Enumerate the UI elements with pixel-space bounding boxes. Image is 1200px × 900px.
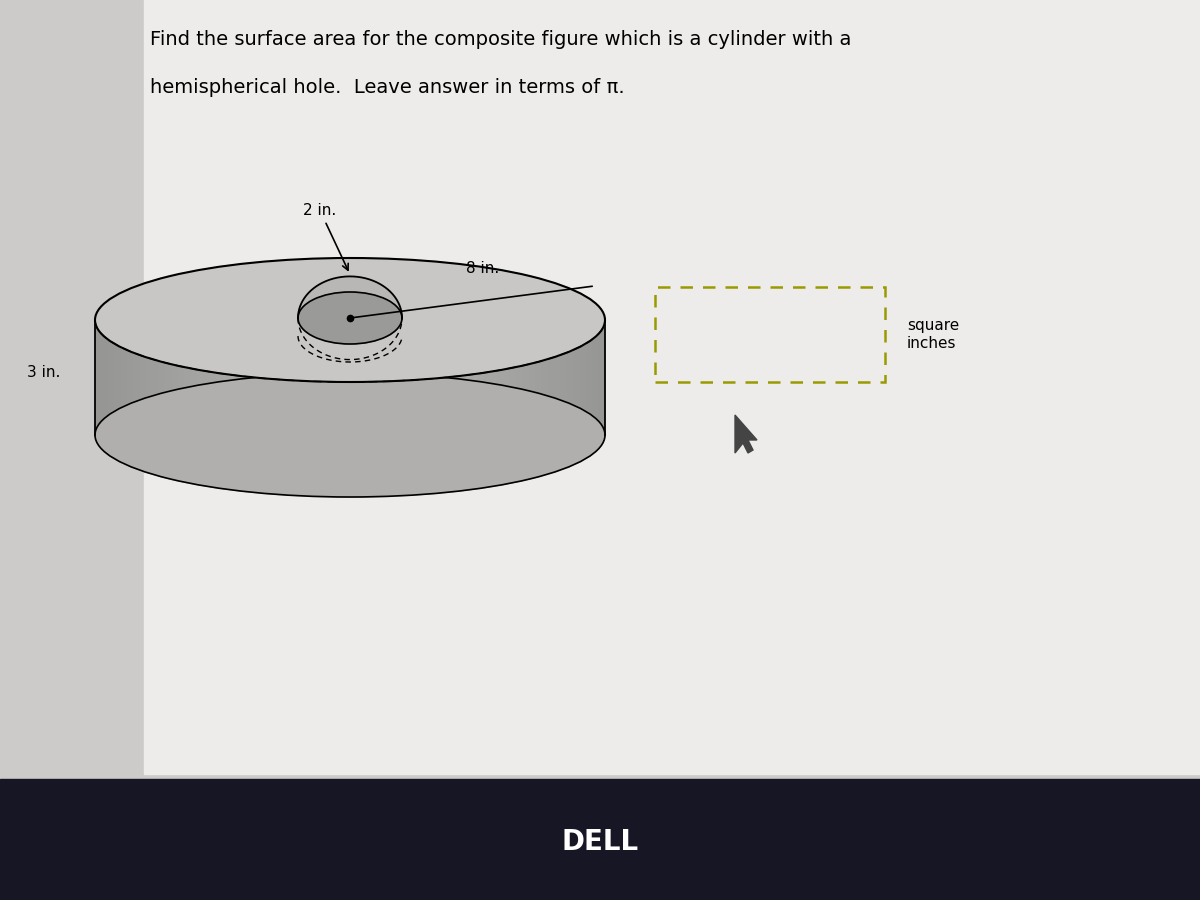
- Polygon shape: [133, 320, 139, 435]
- Polygon shape: [554, 320, 560, 435]
- Polygon shape: [108, 320, 114, 435]
- Text: 8 in.: 8 in.: [466, 261, 499, 275]
- Text: DELL: DELL: [562, 828, 638, 856]
- Polygon shape: [382, 320, 389, 435]
- Polygon shape: [210, 320, 216, 435]
- Polygon shape: [185, 320, 191, 435]
- Polygon shape: [293, 320, 299, 435]
- Polygon shape: [305, 320, 312, 435]
- Polygon shape: [312, 320, 318, 435]
- Polygon shape: [197, 320, 203, 435]
- Polygon shape: [235, 320, 241, 435]
- Polygon shape: [370, 320, 376, 435]
- Polygon shape: [241, 320, 248, 435]
- Polygon shape: [178, 320, 185, 435]
- Text: 3 in.: 3 in.: [26, 365, 60, 380]
- Polygon shape: [376, 320, 382, 435]
- Ellipse shape: [95, 373, 605, 497]
- Polygon shape: [535, 320, 541, 435]
- Polygon shape: [362, 320, 370, 435]
- Text: hemispherical hole.  Leave answer in terms of π.: hemispherical hole. Leave answer in term…: [150, 78, 625, 97]
- Polygon shape: [274, 320, 280, 435]
- Polygon shape: [491, 320, 497, 435]
- Polygon shape: [95, 320, 101, 435]
- Polygon shape: [101, 320, 108, 435]
- Polygon shape: [248, 320, 254, 435]
- Polygon shape: [268, 320, 274, 435]
- Polygon shape: [541, 320, 547, 435]
- Text: Find the surface area for the composite figure which is a cylinder with a: Find the surface area for the composite …: [150, 30, 851, 49]
- Polygon shape: [522, 320, 528, 435]
- Polygon shape: [566, 320, 574, 435]
- Polygon shape: [222, 320, 229, 435]
- Polygon shape: [458, 320, 464, 435]
- Polygon shape: [139, 320, 146, 435]
- Polygon shape: [580, 320, 586, 435]
- Polygon shape: [114, 320, 120, 435]
- Polygon shape: [172, 320, 178, 435]
- Polygon shape: [439, 320, 445, 435]
- Polygon shape: [287, 320, 293, 435]
- Polygon shape: [229, 320, 235, 435]
- Polygon shape: [260, 320, 268, 435]
- Text: 2 in.: 2 in.: [304, 203, 348, 270]
- Polygon shape: [152, 320, 158, 435]
- Polygon shape: [216, 320, 222, 435]
- Polygon shape: [299, 320, 305, 435]
- Polygon shape: [401, 320, 407, 435]
- Polygon shape: [146, 320, 152, 435]
- Polygon shape: [560, 320, 566, 435]
- Polygon shape: [452, 320, 458, 435]
- Polygon shape: [350, 320, 356, 435]
- Polygon shape: [464, 320, 472, 435]
- Polygon shape: [599, 320, 605, 435]
- Polygon shape: [254, 320, 260, 435]
- Polygon shape: [331, 320, 337, 435]
- Polygon shape: [356, 320, 362, 435]
- Polygon shape: [547, 320, 554, 435]
- Polygon shape: [734, 415, 757, 453]
- Polygon shape: [337, 320, 343, 435]
- Polygon shape: [191, 320, 197, 435]
- Polygon shape: [420, 320, 426, 435]
- Polygon shape: [166, 320, 172, 435]
- Text: square
inches: square inches: [907, 319, 959, 351]
- Polygon shape: [395, 320, 401, 435]
- Polygon shape: [497, 320, 503, 435]
- Polygon shape: [298, 276, 402, 318]
- Polygon shape: [343, 320, 350, 435]
- Polygon shape: [509, 320, 516, 435]
- Polygon shape: [472, 320, 478, 435]
- Polygon shape: [593, 320, 599, 435]
- Polygon shape: [280, 320, 287, 435]
- Polygon shape: [528, 320, 535, 435]
- Polygon shape: [120, 320, 127, 435]
- Ellipse shape: [298, 292, 402, 344]
- Ellipse shape: [95, 258, 605, 382]
- Polygon shape: [158, 320, 166, 435]
- Polygon shape: [433, 320, 439, 435]
- Polygon shape: [503, 320, 509, 435]
- Bar: [655, 287, 886, 382]
- Polygon shape: [574, 320, 580, 435]
- Polygon shape: [414, 320, 420, 435]
- Polygon shape: [516, 320, 522, 435]
- Polygon shape: [318, 320, 324, 435]
- Polygon shape: [445, 320, 452, 435]
- Polygon shape: [426, 320, 433, 435]
- Polygon shape: [407, 320, 414, 435]
- Polygon shape: [484, 320, 491, 435]
- Polygon shape: [478, 320, 484, 435]
- Polygon shape: [586, 320, 593, 435]
- Polygon shape: [389, 320, 395, 435]
- Polygon shape: [324, 320, 331, 435]
- Polygon shape: [127, 320, 133, 435]
- Polygon shape: [203, 320, 210, 435]
